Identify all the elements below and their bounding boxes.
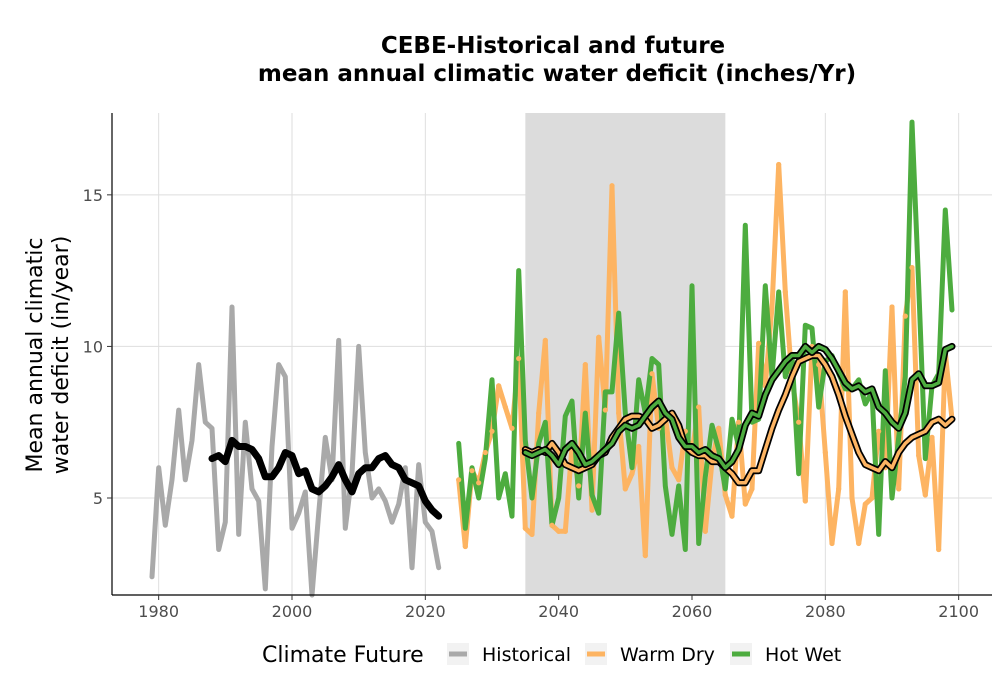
x-tick-label: 2040: [538, 602, 579, 621]
data-point-warm-dry: [889, 304, 895, 310]
data-point-warm-dry: [576, 483, 582, 489]
data-point-warm-dry: [642, 552, 648, 559]
data-point-warm-dry: [522, 525, 528, 531]
data-point-warm-dry: [456, 477, 462, 483]
data-point-warm-dry: [542, 337, 548, 343]
x-tick-label: 2060: [672, 602, 713, 621]
data-point-warm-dry: [822, 449, 828, 456]
data-point-warm-dry: [469, 468, 475, 474]
data-point-warm-dry: [596, 334, 602, 340]
data-point-warm-dry: [816, 362, 822, 368]
data-point-warm-dry: [742, 501, 748, 507]
legend-label-hot-wet: Hot Wet: [765, 644, 841, 666]
y-tick-label: 15: [83, 186, 103, 205]
chart-title-line2: mean annual climatic water deficit (inch…: [258, 61, 856, 87]
x-tick-label: 2100: [938, 602, 979, 621]
legend-label-warm-dry: Warm Dry: [620, 644, 715, 666]
data-point-warm-dry: [849, 495, 855, 501]
data-point-warm-dry: [696, 404, 702, 410]
y-axis-label-line1: Mean annual climatic: [23, 238, 48, 473]
y-tick-label: 5: [93, 489, 103, 508]
plot-area: [112, 113, 992, 598]
data-point-warm-dry: [702, 528, 708, 534]
chart-title-line1: CEBE-Historical and future: [381, 33, 725, 59]
data-point-warm-dry: [616, 410, 622, 416]
x-axis-ticks: 1980 2000 2020 2040 2060 2080 2100: [138, 595, 979, 621]
series-line-historical: [149, 304, 442, 598]
data-point-warm-dry: [876, 428, 882, 434]
data-point-warm-dry: [909, 265, 915, 271]
data-point-warm-dry: [842, 289, 848, 295]
data-point-warm-dry: [676, 477, 682, 483]
data-point-warm-dry: [516, 355, 522, 362]
data-point-warm-dry: [562, 528, 568, 534]
data-point-warm-dry: [916, 452, 922, 459]
data-point-warm-dry: [482, 449, 488, 456]
data-point-warm-dry: [649, 371, 655, 377]
data-point-warm-dry: [736, 419, 742, 425]
rolling-mean-historical-rolling-mean: [210, 438, 441, 518]
data-point-warm-dry: [636, 443, 642, 450]
data-point-warm-dry: [489, 428, 495, 434]
data-point-warm-dry: [496, 383, 502, 389]
y-tick-label: 10: [83, 337, 103, 356]
series-layer: [149, 119, 956, 598]
data-point-warm-dry: [756, 340, 762, 346]
data-point-warm-dry: [549, 522, 555, 528]
data-point-warm-dry: [629, 471, 635, 477]
data-point-warm-dry: [602, 407, 608, 413]
data-point-warm-dry: [502, 404, 508, 410]
data-point-warm-dry: [796, 419, 802, 425]
data-point-warm-dry: [862, 501, 868, 507]
data-point-warm-dry: [802, 498, 808, 504]
x-tick-label: 1980: [138, 602, 179, 621]
rolling-mean-hot-wet-rolling-mean: [523, 344, 954, 470]
legend-title: Climate Future: [262, 643, 424, 668]
data-point-warm-dry: [922, 492, 928, 498]
data-point-warm-dry: [556, 528, 562, 534]
data-point-warm-dry: [769, 304, 775, 310]
data-point-warm-dry: [462, 543, 468, 550]
data-point-warm-dry: [936, 546, 942, 553]
data-point-warm-dry: [902, 313, 908, 319]
x-tick-label: 2000: [272, 602, 313, 621]
data-point-warm-dry: [589, 507, 595, 513]
data-point-warm-dry: [509, 425, 515, 431]
data-point-warm-dry: [836, 486, 842, 492]
legend: Climate Future Historical Warm Dry Hot Wet: [262, 643, 841, 668]
data-point-warm-dry: [536, 410, 542, 416]
data-point-warm-dry: [856, 540, 862, 547]
data-point-warm-dry: [776, 161, 782, 168]
y-axis-ticks: 5 10 15: [83, 186, 112, 508]
data-point-warm-dry: [729, 513, 735, 519]
x-tick-label: 2080: [805, 602, 846, 621]
x-tick-label: 2020: [405, 602, 446, 621]
data-point-warm-dry: [749, 486, 755, 492]
data-point-warm-dry: [582, 362, 588, 368]
legend-label-historical: Historical: [482, 644, 571, 666]
series-line-hot-wet: [456, 119, 955, 552]
data-point-warm-dry: [622, 486, 628, 492]
data-point-warm-dry: [869, 495, 875, 501]
data-point-warm-dry: [722, 492, 728, 498]
data-point-warm-dry: [476, 480, 482, 486]
data-point-warm-dry: [829, 540, 835, 547]
data-point-warm-dry: [782, 289, 788, 295]
data-point-warm-dry: [609, 183, 615, 189]
data-point-warm-dry: [669, 465, 675, 471]
y-axis-label-line2: water deficit (in/year): [49, 236, 74, 475]
data-point-warm-dry: [716, 425, 722, 431]
data-point-warm-dry: [529, 531, 535, 537]
data-point-warm-dry: [929, 434, 935, 440]
data-point-warm-dry: [896, 486, 902, 492]
